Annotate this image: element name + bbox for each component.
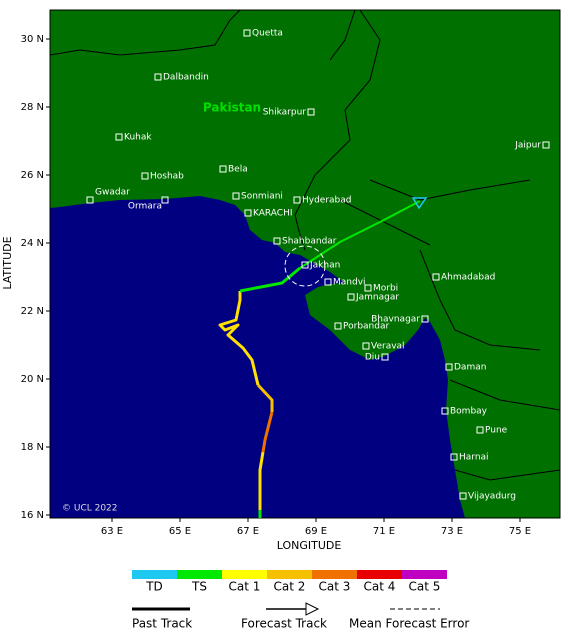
y-tick-label: 26 N [21, 170, 44, 181]
city-label: Kuhak [124, 133, 152, 143]
intensity-label: Cat 3 [319, 580, 351, 594]
city-marker [441, 407, 449, 415]
x-tick-label: 69 E [305, 526, 327, 537]
intensity-label: TS [191, 580, 207, 594]
city-label: Gwadar [95, 188, 130, 198]
x-tick-label: 75 E [509, 526, 531, 537]
country-label: Pakistan [203, 101, 261, 115]
y-tick-label: 24 N [21, 238, 44, 249]
sea [50, 196, 465, 518]
city-label: Daman [454, 363, 486, 373]
city-marker [324, 278, 332, 286]
city-marker [432, 273, 440, 281]
city-marker [244, 209, 252, 217]
city-label: Jamnagar [355, 293, 399, 303]
city-label: Shikarpur [263, 108, 307, 118]
intensity-label: Cat 2 [274, 580, 306, 594]
intensity-label: Cat 4 [364, 580, 396, 594]
intensity-swatch [222, 570, 267, 579]
city-marker [334, 322, 342, 330]
intensity-swatch [357, 570, 402, 579]
y-tick-label: 16 N [21, 510, 44, 521]
city-marker [381, 353, 389, 361]
intensity-swatch [402, 570, 447, 579]
city-marker [421, 315, 429, 323]
city-marker [307, 108, 315, 116]
city-marker [362, 342, 370, 350]
intensity-swatch [312, 570, 357, 579]
city-marker [293, 196, 301, 204]
x-tick-label: 65 E [169, 526, 191, 537]
city-label: Quetta [252, 29, 283, 39]
map-frame [49, 9, 561, 519]
city-marker [115, 133, 123, 141]
city-label: Bombay [450, 407, 488, 417]
y-tick-label: 28 N [21, 102, 44, 113]
city-marker [243, 29, 251, 37]
forecast-track [284, 197, 428, 287]
city-marker [301, 261, 309, 269]
x-tick-label: 67 E [237, 526, 259, 537]
borders [49, 9, 561, 481]
y-tick-label: 22 N [21, 306, 44, 317]
x-tick-label: 73 E [441, 526, 463, 537]
legend-label: Mean Forecast Error [349, 617, 469, 631]
legend-label: Past Track [132, 617, 192, 631]
city-label: Hoshab [150, 172, 184, 182]
city-label: Vijayadurg [468, 492, 516, 502]
city-label: Pune [485, 426, 508, 436]
city-marker [161, 196, 169, 204]
y-tick-label: 20 N [21, 374, 44, 385]
city-label: Ahmadabad [441, 273, 495, 283]
city-marker [347, 293, 355, 301]
forecast-arrow-sample [305, 602, 320, 616]
city-marker [476, 426, 484, 434]
x-tick-label: 71 E [373, 526, 395, 537]
city-marker [459, 492, 467, 500]
city-marker [154, 73, 162, 81]
x-tick-label: 63 E [101, 526, 123, 537]
city-marker [450, 453, 458, 461]
city-label: Veraval [371, 342, 405, 352]
city-marker [232, 192, 240, 200]
city-marker [364, 284, 372, 292]
city-label: Diu [365, 353, 380, 363]
city-label: Sonmiani [241, 192, 283, 202]
y-axis-title: LATITUDE [1, 236, 14, 289]
city-marker [141, 172, 149, 180]
city-marker [273, 237, 281, 245]
track-legend: Past Track Forecast Track Mean Forecast … [132, 602, 469, 631]
city-label: Porbandar [343, 322, 389, 332]
y-tick-label: 18 N [21, 442, 44, 453]
x-axis-title: LONGITUDE [277, 539, 342, 552]
city-label: Hyderabad [302, 196, 352, 206]
intensity-swatch [132, 570, 177, 579]
intensity-label: TD [145, 580, 163, 594]
city-label: Ormara [128, 202, 162, 212]
city-label: Harnai [459, 453, 489, 463]
intensity-label: Cat 1 [229, 580, 261, 594]
city-label: Bhavnagar [371, 315, 420, 325]
city-label: Jakhan [309, 261, 340, 271]
intensity-swatch [267, 570, 312, 579]
past-track [218, 266, 301, 518]
city-label: Bela [228, 165, 248, 175]
city-label: Shahbandar [282, 237, 337, 247]
legend-label: Forecast Track [241, 617, 327, 631]
city-label: Mandvi [333, 278, 366, 288]
intensity-label: Cat 5 [409, 580, 441, 594]
intensity-swatch [177, 570, 222, 579]
city-marker [86, 196, 94, 204]
copyright: © UCL 2022 [62, 504, 118, 514]
city-label: Morbi [373, 284, 398, 294]
city-label: Jaipur [514, 141, 541, 151]
city-marker [445, 363, 453, 371]
y-tick-label: 30 N [21, 34, 44, 45]
city-label: Dalbandin [163, 73, 209, 83]
city-marker [219, 165, 227, 173]
city-label: KARACHI [253, 209, 293, 219]
city-marker [542, 141, 550, 149]
